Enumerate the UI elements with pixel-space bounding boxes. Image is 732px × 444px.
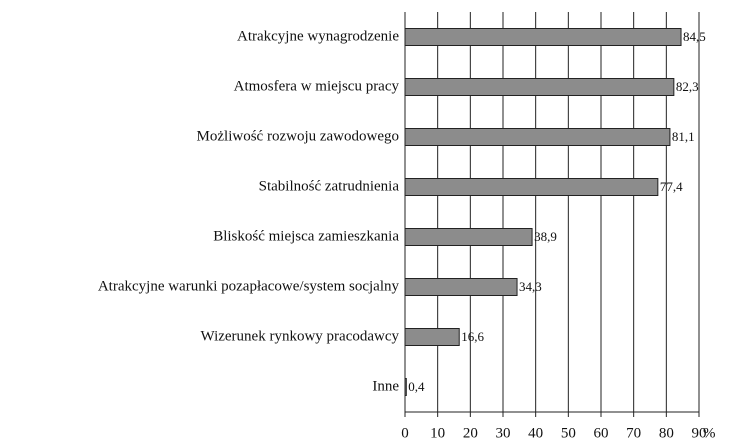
bar (404, 128, 671, 146)
bar (404, 28, 682, 46)
bar (404, 378, 407, 396)
value-label: 84,5 (683, 29, 706, 44)
x-tick-label: 60 (594, 425, 609, 441)
x-tick-label: 40 (528, 425, 543, 441)
bar (404, 78, 675, 96)
y-tick-label: Atrakcyjne wynagrodzenie (237, 28, 399, 44)
bar (404, 328, 460, 346)
y-tick-label: Inne (372, 378, 399, 394)
x-tick-label: 0 (401, 425, 409, 441)
x-tick-label: 20 (463, 425, 478, 441)
x-unit: % (703, 425, 716, 441)
y-tick-label: Stabilność zatrudnienia (259, 178, 400, 194)
value-label: 0,4 (408, 379, 425, 394)
y-tick-label: Atmosfera w miejscu pracy (234, 78, 400, 94)
x-tick-label: 50 (561, 425, 576, 441)
x-tick-label: 30 (496, 425, 511, 441)
x-tick-label: 80 (659, 425, 674, 441)
value-label: 81,1 (672, 129, 695, 144)
value-label: 82,3 (676, 79, 699, 94)
y-tick-label: Bliskość miejsca zamieszkania (213, 228, 399, 244)
y-tick-label: Możliwość rozwoju zawodowego (197, 128, 399, 144)
x-tick-label: 90 (692, 425, 707, 441)
value-label: 77,4 (660, 179, 683, 194)
y-tick-label: Wizerunek rynkowy pracodawcy (201, 328, 400, 344)
bar (404, 178, 659, 196)
bar (404, 228, 533, 246)
bar (404, 278, 518, 296)
x-tick-label: 10 (430, 425, 445, 441)
x-tick-label: 70 (626, 425, 641, 441)
value-label: 16,6 (461, 329, 484, 344)
value-label: 38,9 (534, 229, 557, 244)
value-label: 34,3 (519, 279, 542, 294)
y-tick-label: Atrakcyjne warunki pozapłacowe/system so… (98, 278, 400, 294)
